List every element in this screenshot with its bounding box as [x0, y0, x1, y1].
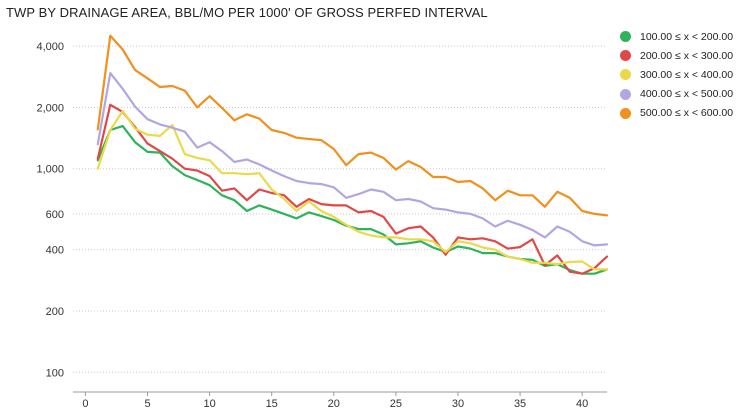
legend-item[interactable]: 100.00 ≤ x < 200.00 — [620, 27, 752, 46]
legend-item[interactable]: 300.00 ≤ x < 400.00 — [620, 65, 752, 84]
y-tick-label: 200 — [46, 306, 64, 318]
y-tick-label: 600 — [46, 209, 64, 221]
x-axis-ticks: 0 5 10 15 20 25 30 35 40 — [82, 392, 588, 410]
x-tick-label: 30 — [452, 398, 464, 410]
x-tick-label: 25 — [390, 398, 402, 410]
x-tick-label: 40 — [576, 398, 588, 410]
y-tick-label: 4,000 — [36, 41, 64, 53]
x-tick-label: 20 — [328, 398, 340, 410]
legend-label: 500.00 ≤ x < 600.00 — [640, 107, 734, 120]
x-tick-label: 0 — [82, 398, 88, 410]
legend-item[interactable]: 400.00 ≤ x < 500.00 — [620, 85, 752, 104]
y-tick-label: 400 — [46, 245, 64, 257]
chart-title: TWP BY DRAINAGE AREA, BBL/MO PER 1000' O… — [6, 5, 488, 20]
legend-item[interactable]: 200.00 ≤ x < 300.00 — [620, 46, 752, 65]
y-tick-label: 2,000 — [36, 102, 64, 114]
legend-swatch — [620, 31, 631, 43]
series-line-1[interactable] — [96, 124, 609, 275]
y-axis-ticks: 100 200 400 600 1,000 2,000 4,000 — [36, 41, 64, 379]
legend-swatch — [620, 69, 631, 81]
legend-label: 100.00 ≤ x < 200.00 — [640, 30, 734, 43]
grid-lines — [73, 45, 607, 373]
legend: 100.00 ≤ x < 200.00 200.00 ≤ x < 300.00 30… — [620, 27, 752, 123]
y-tick-label: 1,000 — [36, 164, 64, 176]
x-tick-label: 35 — [514, 398, 526, 410]
legend-swatch — [620, 88, 631, 100]
x-tick-label: 10 — [203, 398, 215, 410]
series-lines — [96, 34, 609, 275]
series-line-3[interactable] — [96, 109, 609, 271]
series-line-4[interactable] — [96, 71, 609, 247]
series-line-2[interactable] — [96, 103, 609, 275]
legend-label: 200.00 ≤ x < 300.00 — [640, 49, 734, 62]
x-tick-label: 5 — [144, 398, 150, 410]
legend-label: 400.00 ≤ x < 500.00 — [640, 88, 734, 101]
legend-swatch — [620, 50, 631, 62]
legend-swatch — [620, 107, 631, 119]
x-tick-label: 15 — [266, 398, 278, 410]
y-tick-label: 100 — [46, 367, 64, 379]
series-line-5[interactable] — [96, 34, 609, 217]
legend-item[interactable]: 500.00 ≤ x < 600.00 — [620, 104, 752, 123]
legend-label: 300.00 ≤ x < 400.00 — [640, 68, 734, 81]
